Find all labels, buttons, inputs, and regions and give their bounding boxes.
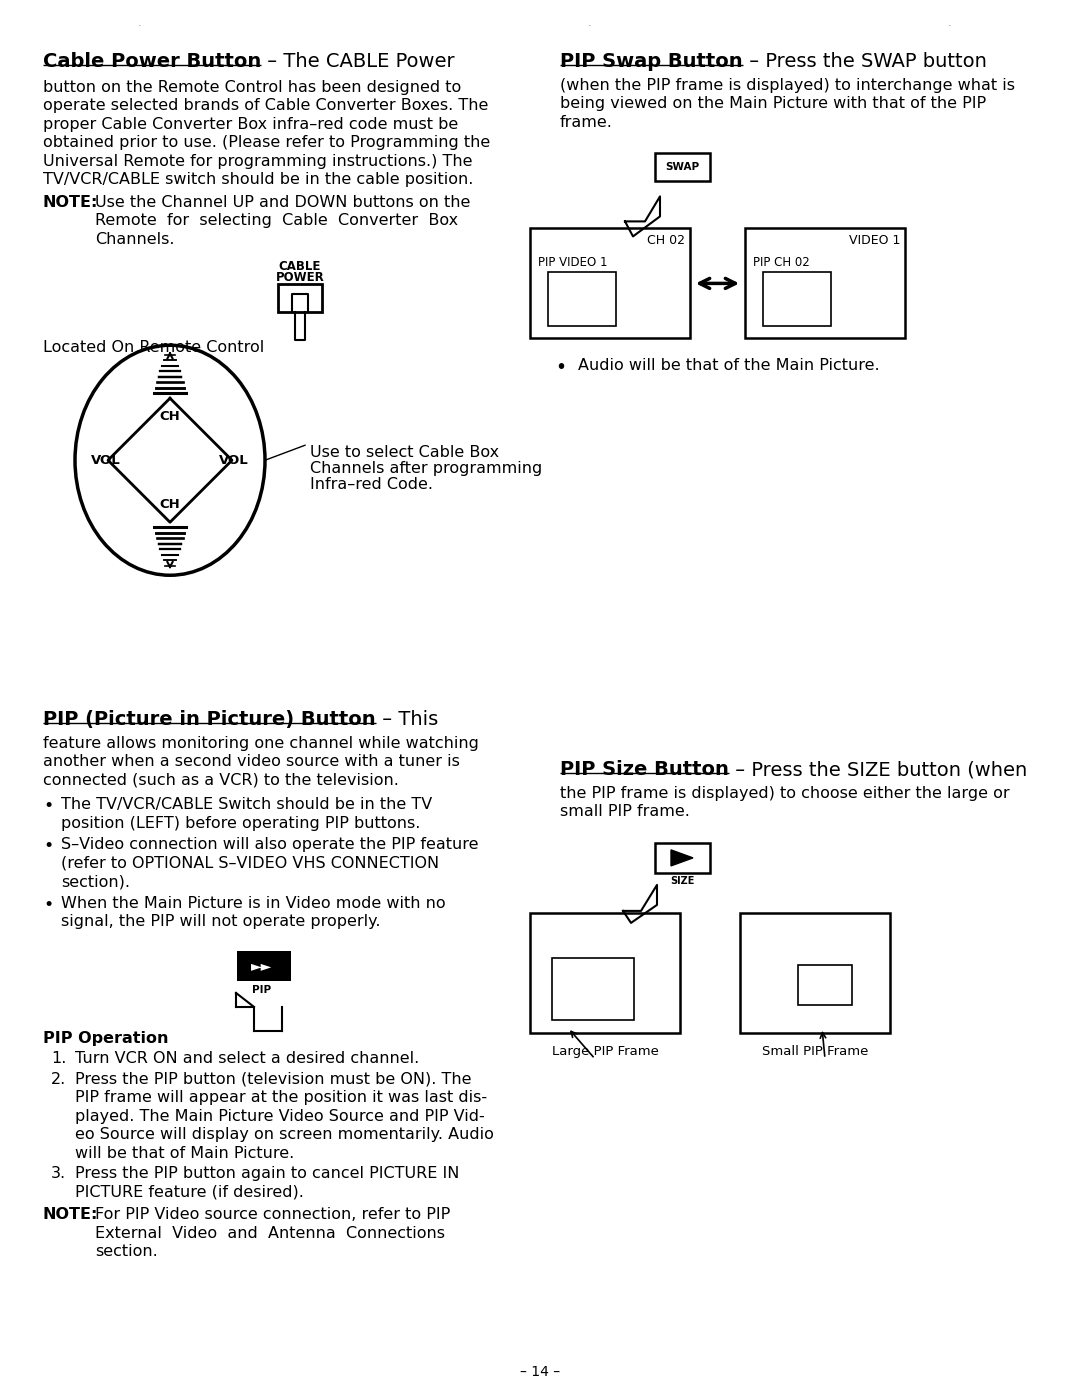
Text: CH: CH — [160, 410, 180, 422]
Text: Turn VCR ON and select a desired channel.: Turn VCR ON and select a desired channel… — [75, 1051, 419, 1067]
Text: TV/VCR/CABLE switch should be in the cable position.: TV/VCR/CABLE switch should be in the cab… — [43, 172, 473, 188]
Text: – The CABLE Power: – The CABLE Power — [261, 51, 455, 71]
Text: Small PIP Frame: Small PIP Frame — [761, 1045, 868, 1058]
Text: (when the PIP frame is displayed) to interchange what is: (when the PIP frame is displayed) to int… — [561, 78, 1015, 93]
Text: PIP CH 02: PIP CH 02 — [753, 257, 810, 269]
Text: •: • — [555, 358, 566, 378]
Text: section.: section. — [95, 1245, 158, 1260]
Bar — [530, 228, 690, 339]
Text: obtained prior to use. (Please refer to Programming the: obtained prior to use. (Please refer to … — [43, 135, 490, 150]
Text: PIP VIDEO 1: PIP VIDEO 1 — [538, 257, 607, 269]
Text: 3.: 3. — [51, 1167, 66, 1182]
Text: position (LEFT) before operating PIP buttons.: position (LEFT) before operating PIP but… — [60, 815, 420, 831]
Polygon shape — [671, 850, 693, 865]
Text: CH 02: CH 02 — [647, 235, 685, 247]
Text: PIP Swap Button: PIP Swap Button — [561, 51, 743, 71]
Text: section).: section). — [60, 875, 130, 889]
Text: PICTURE feature (if desired).: PICTURE feature (if desired). — [75, 1185, 303, 1200]
Bar — [798, 965, 852, 1004]
Text: being viewed on the Main Picture with that of the PIP: being viewed on the Main Picture with th… — [561, 96, 986, 111]
Text: NOTE:: NOTE: — [43, 194, 98, 210]
Text: Press the PIP button (television must be ON). The: Press the PIP button (television must be… — [75, 1072, 472, 1088]
Text: Infra–red Code.: Infra–red Code. — [310, 478, 433, 492]
Text: SIZE: SIZE — [671, 876, 694, 886]
Bar — [548, 272, 616, 326]
Text: Channels.: Channels. — [95, 232, 175, 247]
Text: .: . — [138, 18, 141, 28]
Text: Use to select Cable Box: Use to select Cable Box — [310, 446, 499, 460]
Text: another when a second video source with a tuner is: another when a second video source with … — [43, 754, 460, 770]
Text: – This: – This — [376, 710, 437, 729]
Text: – Press the SIZE button (when: – Press the SIZE button (when — [729, 760, 1027, 779]
Bar — [278, 285, 322, 313]
Text: proper Cable Converter Box infra–red code must be: proper Cable Converter Box infra–red cod… — [43, 117, 458, 132]
Text: PIP (Picture in Picture) Button: PIP (Picture in Picture) Button — [43, 710, 376, 729]
Bar — [552, 958, 634, 1020]
Text: The TV/VCR/CABLE Switch should be in the TV: The TV/VCR/CABLE Switch should be in the… — [60, 797, 432, 813]
Text: button on the Remote Control has been designed to: button on the Remote Control has been de… — [43, 79, 461, 94]
Text: .: . — [589, 18, 592, 28]
Bar — [530, 913, 680, 1033]
Text: •: • — [43, 896, 53, 914]
Text: signal, the PIP will not operate properly.: signal, the PIP will not operate properl… — [60, 914, 380, 929]
Text: Remote  for  selecting  Cable  Converter  Box: Remote for selecting Cable Converter Box — [95, 214, 458, 228]
Bar — [740, 913, 890, 1033]
Text: PIP Size Button: PIP Size Button — [561, 760, 729, 779]
Text: •: • — [43, 838, 53, 856]
Bar — [745, 228, 905, 339]
Text: Channels after programming: Channels after programming — [310, 461, 542, 476]
Text: eo Source will display on screen momentarily. Audio: eo Source will display on screen momenta… — [75, 1128, 494, 1142]
Text: Large PIP Frame: Large PIP Frame — [552, 1045, 659, 1058]
Text: CH: CH — [160, 497, 180, 511]
Text: VIDEO 1: VIDEO 1 — [849, 235, 900, 247]
Text: Use the Channel UP and DOWN buttons on the: Use the Channel UP and DOWN buttons on t… — [95, 194, 471, 210]
Text: External  Video  and  Antenna  Connections: External Video and Antenna Connections — [95, 1226, 445, 1240]
Text: CABLE: CABLE — [279, 260, 321, 274]
Text: When the Main Picture is in Video mode with no: When the Main Picture is in Video mode w… — [60, 896, 446, 911]
Text: NOTE:: NOTE: — [43, 1207, 98, 1222]
Bar — [762, 272, 831, 326]
Text: Press the PIP button again to cancel PICTURE IN: Press the PIP button again to cancel PIC… — [75, 1167, 459, 1182]
Text: – Press the SWAP button: – Press the SWAP button — [743, 51, 986, 71]
Text: Located On Remote Control: Located On Remote Control — [43, 340, 265, 356]
Text: ►►: ►► — [252, 958, 272, 972]
Text: PIP Operation: PIP Operation — [43, 1031, 168, 1046]
Text: 2.: 2. — [51, 1072, 66, 1088]
Text: (refer to OPTIONAL S–VIDEO VHS CONNECTION: (refer to OPTIONAL S–VIDEO VHS CONNECTIO… — [60, 856, 440, 871]
Text: PIP: PIP — [253, 985, 271, 995]
Text: •: • — [43, 797, 53, 815]
Text: Audio will be that of the Main Picture.: Audio will be that of the Main Picture. — [578, 358, 879, 374]
Text: For PIP Video source connection, refer to PIP: For PIP Video source connection, refer t… — [95, 1207, 450, 1222]
Text: VOL: VOL — [91, 454, 121, 467]
Text: small PIP frame.: small PIP frame. — [561, 804, 690, 820]
Text: .: . — [948, 18, 951, 28]
Text: – 14 –: – 14 – — [519, 1365, 561, 1379]
Text: frame.: frame. — [561, 115, 612, 131]
Text: connected (such as a VCR) to the television.: connected (such as a VCR) to the televis… — [43, 772, 399, 788]
Text: POWER: POWER — [275, 271, 324, 285]
Text: Universal Remote for programming instructions.) The: Universal Remote for programming instruc… — [43, 154, 473, 168]
Text: 1.: 1. — [51, 1051, 66, 1067]
Text: played. The Main Picture Video Source and PIP Vid-: played. The Main Picture Video Source an… — [75, 1108, 485, 1124]
Text: Cable Power Button: Cable Power Button — [43, 51, 261, 71]
Text: S–Video connection will also operate the PIP feature: S–Video connection will also operate the… — [60, 838, 478, 853]
Bar — [654, 843, 710, 872]
Text: feature allows monitoring one channel while watching: feature allows monitoring one channel wh… — [43, 736, 478, 751]
Text: VOL: VOL — [219, 454, 248, 467]
Text: PIP frame will appear at the position it was last dis-: PIP frame will appear at the position it… — [75, 1090, 487, 1106]
Text: operate selected brands of Cable Converter Boxes. The: operate selected brands of Cable Convert… — [43, 99, 488, 114]
Text: the PIP frame is displayed) to choose either the large or: the PIP frame is displayed) to choose ei… — [561, 786, 1010, 801]
Text: will be that of Main Picture.: will be that of Main Picture. — [75, 1146, 294, 1161]
Bar — [654, 153, 710, 182]
Text: SWAP: SWAP — [665, 163, 700, 172]
Bar — [237, 951, 291, 981]
